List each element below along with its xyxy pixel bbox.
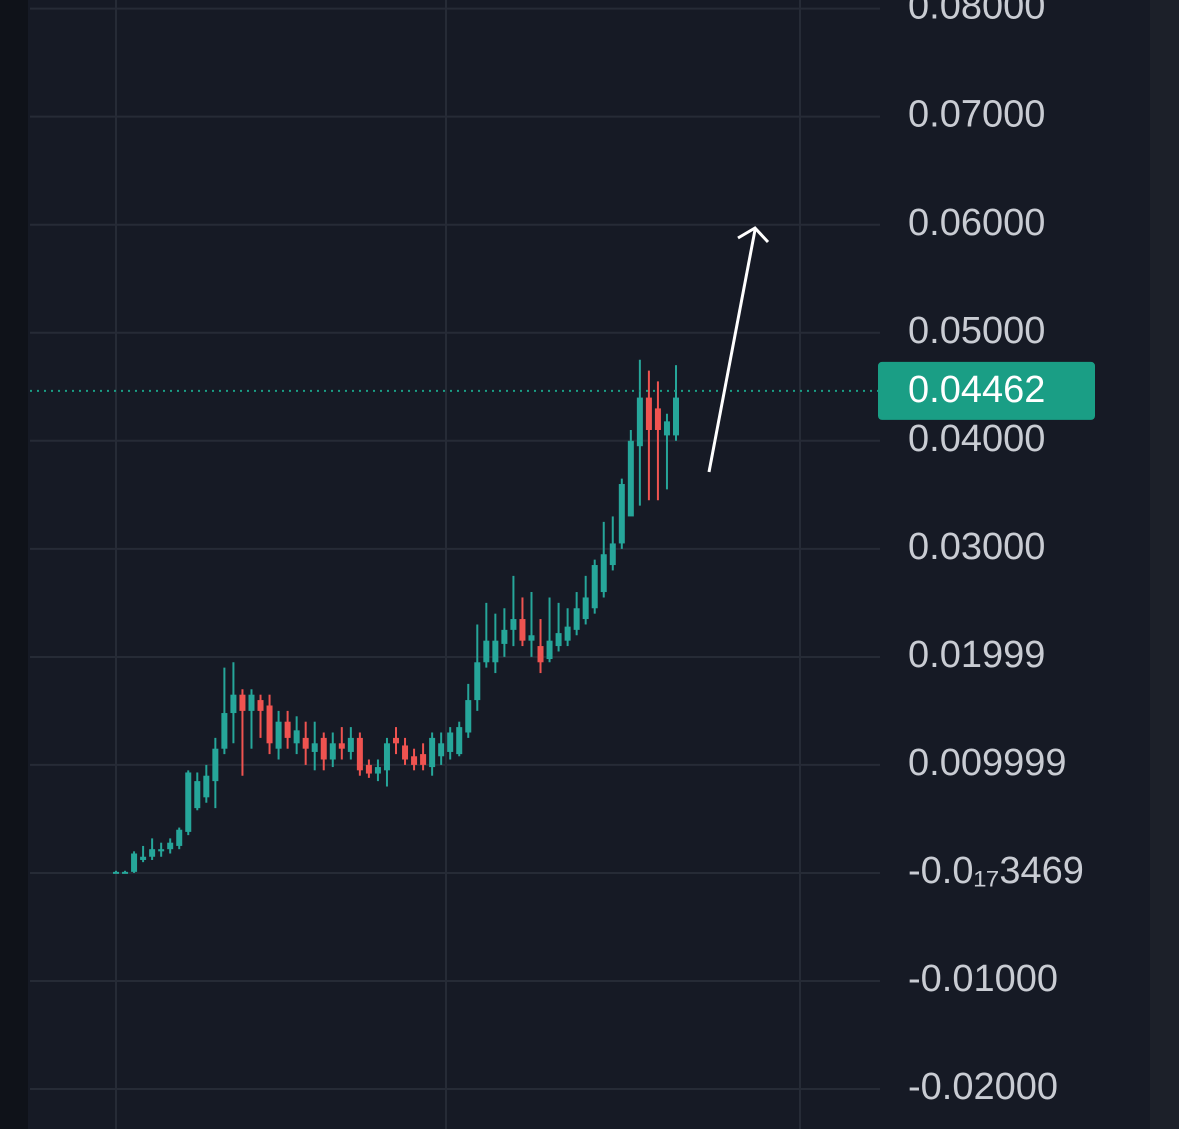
y-tick-label: 0.04000 (908, 418, 1045, 460)
candle-body (528, 635, 535, 641)
candle-body (374, 767, 381, 774)
candle-body (167, 842, 174, 850)
candle-body (673, 397, 679, 436)
candle-body (149, 849, 156, 857)
candle-body (176, 829, 183, 846)
y-tick-label: -0.0₁₇3469 (908, 850, 1084, 892)
candle-body (365, 764, 372, 774)
overlay: 0.04462 (30, 361, 1095, 420)
candle-body (383, 743, 390, 771)
candle-body (221, 713, 228, 749)
candle-body (501, 629, 508, 644)
right-edge (1150, 0, 1179, 1129)
candle-body (609, 543, 616, 566)
candle-body (438, 743, 445, 757)
candle-body (474, 662, 481, 701)
candle-body (447, 732, 454, 752)
y-tick-label: -0.01000 (908, 958, 1058, 1000)
y-tick-label: 0.01999 (908, 634, 1045, 676)
candle-body (212, 748, 219, 782)
candle-body (483, 640, 490, 663)
candle-body (555, 633, 562, 647)
candle-body (311, 743, 318, 752)
arrow-head (737, 226, 770, 244)
candle-body (456, 727, 463, 755)
candle-body (302, 737, 309, 749)
candle-body (230, 694, 237, 714)
candle-body (420, 754, 427, 765)
price-tag (878, 361, 1095, 420)
candle-body (663, 421, 670, 436)
y-tick-label: 0.009999 (908, 742, 1067, 784)
candle-body (564, 626, 571, 641)
candle-body (257, 700, 264, 711)
candle-body (582, 597, 589, 620)
candle-body (293, 730, 300, 744)
candle-body (203, 775, 210, 798)
candle-body (329, 743, 336, 760)
candle-body (510, 619, 517, 630)
candle-body (122, 871, 129, 874)
arrow-annotation (707, 226, 770, 473)
candle-body (194, 781, 201, 809)
grid: 0.08000 0.07000 0.06000 0.05000 0.04000 0.030… (30, 0, 1084, 1108)
candle-body (239, 694, 246, 711)
candle-body (636, 397, 643, 447)
price-tag-label: 0.04462 (908, 369, 1045, 411)
candle-body (465, 700, 472, 733)
candle-body (140, 856, 147, 860)
candle-body (275, 721, 282, 749)
candle-body (618, 484, 625, 544)
candle-body (411, 756, 418, 765)
y-tick-label: 0.08000 (908, 0, 1045, 28)
candle-body (627, 440, 634, 517)
candle-body (347, 737, 354, 752)
candle-body (393, 737, 399, 744)
candle-body (158, 849, 165, 852)
y-tick-label: 0.03000 (908, 526, 1045, 568)
candles (113, 359, 679, 874)
candle-body (645, 397, 652, 430)
y-tick-label: 0.06000 (908, 202, 1045, 244)
candle-body (537, 646, 544, 663)
y-tick-label: 0.05000 (908, 310, 1045, 352)
candle-body (356, 737, 363, 771)
candle-body (131, 853, 138, 872)
arrow-shaft (707, 229, 757, 473)
candle-body (600, 554, 607, 593)
candle-body (113, 871, 119, 874)
candle-body (402, 745, 409, 760)
candle-body (429, 737, 436, 768)
y-tick-label: 0.07000 (908, 94, 1045, 136)
candle-body (546, 640, 553, 660)
candle-body (320, 737, 327, 760)
candle-body (338, 743, 345, 749)
candle-body (185, 772, 192, 832)
candle-body (284, 721, 291, 738)
candle-body (654, 408, 661, 430)
candle-body (492, 640, 499, 663)
y-tick-label: -0.02000 (908, 1066, 1058, 1108)
candle-body (519, 619, 526, 641)
candle-body (591, 565, 598, 609)
left-edge (0, 0, 28, 1129)
candle-body (266, 705, 273, 744)
candle-body (573, 608, 580, 630)
candle-body (248, 694, 255, 711)
